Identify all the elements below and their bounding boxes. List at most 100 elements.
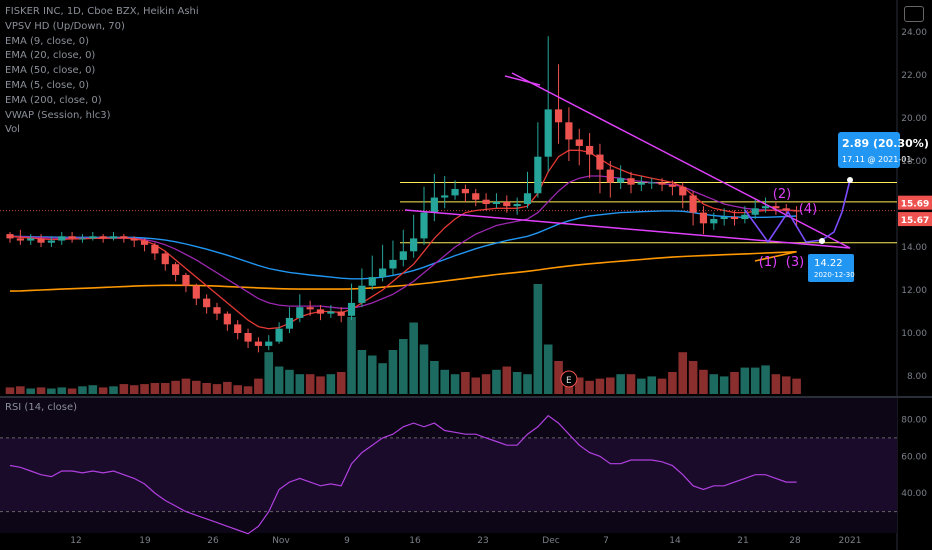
candle-body[interactable] bbox=[420, 212, 428, 239]
candle-body[interactable] bbox=[699, 212, 708, 224]
candle-body[interactable] bbox=[99, 236, 107, 239]
candle-body[interactable] bbox=[565, 122, 573, 140]
legend-indicator[interactable]: EMA (50, close, 0) bbox=[5, 65, 96, 77]
candle-body[interactable] bbox=[461, 188, 469, 194]
candle-body[interactable] bbox=[182, 274, 190, 286]
trendlines[interactable]: (1) (2) (3) (4) 2.89 (20.30%) 17.11 @ 2021-01… bbox=[404, 72, 929, 282]
candle-body[interactable] bbox=[751, 208, 759, 215]
legend-indicator[interactable]: EMA (20, close, 0) bbox=[5, 50, 96, 62]
candle-body[interactable] bbox=[451, 188, 459, 196]
candle-body[interactable] bbox=[358, 285, 366, 303]
candle-body[interactable] bbox=[658, 182, 666, 185]
candle-body[interactable] bbox=[389, 259, 397, 269]
candle-body[interactable] bbox=[368, 277, 376, 286]
candle-body[interactable] bbox=[347, 302, 356, 316]
candle-body[interactable] bbox=[782, 208, 790, 211]
candle-body[interactable] bbox=[544, 109, 552, 157]
candle-body[interactable] bbox=[327, 311, 335, 314]
candle-body[interactable] bbox=[223, 313, 231, 325]
candle-body[interactable] bbox=[275, 328, 283, 342]
candle-body[interactable] bbox=[710, 219, 718, 224]
candle-body[interactable] bbox=[254, 341, 262, 346]
candle-body[interactable] bbox=[689, 195, 697, 213]
candle-body[interactable] bbox=[730, 216, 739, 220]
candle-body[interactable] bbox=[120, 236, 128, 239]
candle-body[interactable] bbox=[151, 244, 159, 254]
candle-body[interactable] bbox=[192, 285, 200, 299]
legend-indicator[interactable]: EMA (9, close, 0) bbox=[5, 35, 89, 47]
candle-body[interactable] bbox=[337, 311, 345, 316]
candles[interactable] bbox=[6, 36, 801, 353]
price-axis-label: 20.00 bbox=[901, 114, 927, 124]
candle-body[interactable] bbox=[161, 253, 169, 265]
trendline[interactable] bbox=[504, 75, 541, 86]
candle-body[interactable] bbox=[586, 145, 594, 155]
candle-body[interactable] bbox=[27, 238, 35, 241]
legend-indicator[interactable]: VWAP (Session, hlc3) bbox=[5, 109, 111, 121]
volume-bar bbox=[730, 372, 739, 394]
candle-body[interactable] bbox=[68, 236, 76, 239]
candle-body[interactable] bbox=[720, 216, 728, 220]
candle-body[interactable] bbox=[430, 197, 438, 213]
candle-body[interactable] bbox=[316, 309, 325, 314]
volume-bar bbox=[637, 378, 646, 394]
candle-body[interactable] bbox=[234, 324, 242, 333]
candle-body[interactable] bbox=[89, 236, 97, 239]
candle-body[interactable] bbox=[761, 206, 770, 209]
candle-body[interactable] bbox=[130, 238, 138, 241]
candle-body[interactable] bbox=[668, 184, 676, 187]
candle-body[interactable] bbox=[213, 307, 221, 314]
candle-body[interactable] bbox=[37, 238, 45, 243]
candle-body[interactable] bbox=[410, 238, 418, 252]
candle-body[interactable] bbox=[503, 201, 511, 207]
candle-body[interactable] bbox=[379, 268, 387, 278]
candle-body[interactable] bbox=[306, 307, 314, 310]
volume-bar bbox=[223, 381, 232, 394]
candle-body[interactable] bbox=[627, 178, 635, 185]
candle-body[interactable] bbox=[78, 238, 87, 240]
volume-bar bbox=[688, 361, 698, 394]
legend-indicator[interactable]: EMA (200, close, 0) bbox=[5, 94, 102, 106]
candle-body[interactable] bbox=[596, 154, 604, 170]
candle-body[interactable] bbox=[637, 182, 645, 185]
trendline[interactable] bbox=[404, 209, 851, 249]
candle-body[interactable] bbox=[793, 210, 801, 212]
candle-body[interactable] bbox=[472, 193, 480, 200]
candle-body[interactable] bbox=[534, 156, 542, 194]
candle-body[interactable] bbox=[399, 251, 407, 260]
candle-body[interactable] bbox=[492, 201, 501, 204]
candle-body[interactable] bbox=[648, 182, 656, 184]
candle-body[interactable] bbox=[203, 298, 211, 308]
candle-body[interactable] bbox=[575, 139, 583, 146]
candle-body[interactable] bbox=[47, 240, 55, 243]
candle-body[interactable] bbox=[441, 195, 449, 198]
candle-body[interactable] bbox=[523, 193, 532, 204]
candle-body[interactable] bbox=[285, 317, 294, 329]
volume-bar bbox=[761, 365, 770, 394]
candle-body[interactable] bbox=[606, 169, 614, 183]
candle-body[interactable] bbox=[513, 204, 521, 207]
candle-body[interactable] bbox=[772, 206, 780, 209]
legend-indicator[interactable]: EMA (5, close, 0) bbox=[5, 79, 89, 91]
candle-body[interactable] bbox=[482, 199, 490, 204]
volume-bar bbox=[585, 380, 594, 394]
volume-bar bbox=[512, 372, 522, 394]
candle-body[interactable] bbox=[617, 178, 625, 183]
candle-body[interactable] bbox=[679, 186, 687, 196]
settings-icon[interactable] bbox=[904, 6, 924, 22]
candle-body[interactable] bbox=[58, 236, 66, 241]
candle-body[interactable] bbox=[109, 236, 118, 239]
candle-body[interactable] bbox=[140, 240, 149, 245]
legend-indicator[interactable]: Vol bbox=[5, 124, 20, 136]
candle-body[interactable] bbox=[554, 109, 563, 123]
candle-body[interactable] bbox=[6, 234, 14, 239]
candle-body[interactable] bbox=[172, 264, 180, 275]
trendline[interactable] bbox=[511, 72, 851, 249]
volume-bar bbox=[109, 386, 118, 394]
candle-body[interactable] bbox=[16, 238, 24, 241]
legend-indicator[interactable]: VPSV HD (Up/Down, 70) bbox=[5, 20, 125, 32]
candle-body[interactable] bbox=[296, 307, 304, 318]
candle-body[interactable] bbox=[265, 341, 273, 346]
candle-body[interactable] bbox=[244, 333, 252, 342]
candle-body[interactable] bbox=[741, 214, 749, 220]
